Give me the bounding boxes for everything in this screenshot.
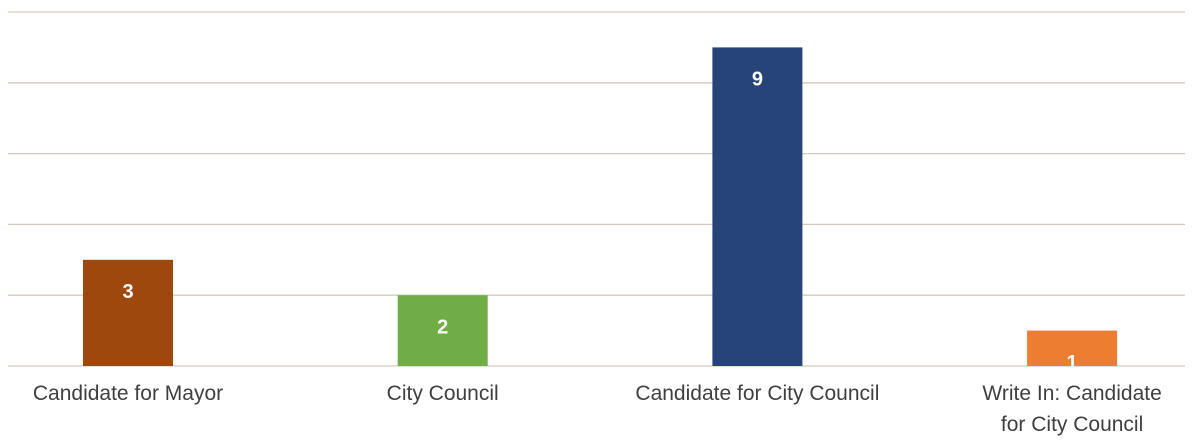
bar [712, 47, 803, 367]
value-label: 3 [122, 281, 133, 303]
x-tick-label: City Council [386, 382, 499, 405]
value-label: 9 [752, 69, 763, 91]
bar [1027, 330, 1118, 366]
value-label: 1 [1067, 352, 1078, 374]
value-label: 2 [437, 316, 448, 338]
x-tick-label: Candidate for Mayor [32, 382, 224, 405]
x-tick-label: Candidate for City Council [635, 382, 880, 405]
bar [397, 295, 488, 366]
bar [83, 259, 173, 366]
x-tick-label: Write In: Candidate for City Council [982, 382, 1162, 436]
